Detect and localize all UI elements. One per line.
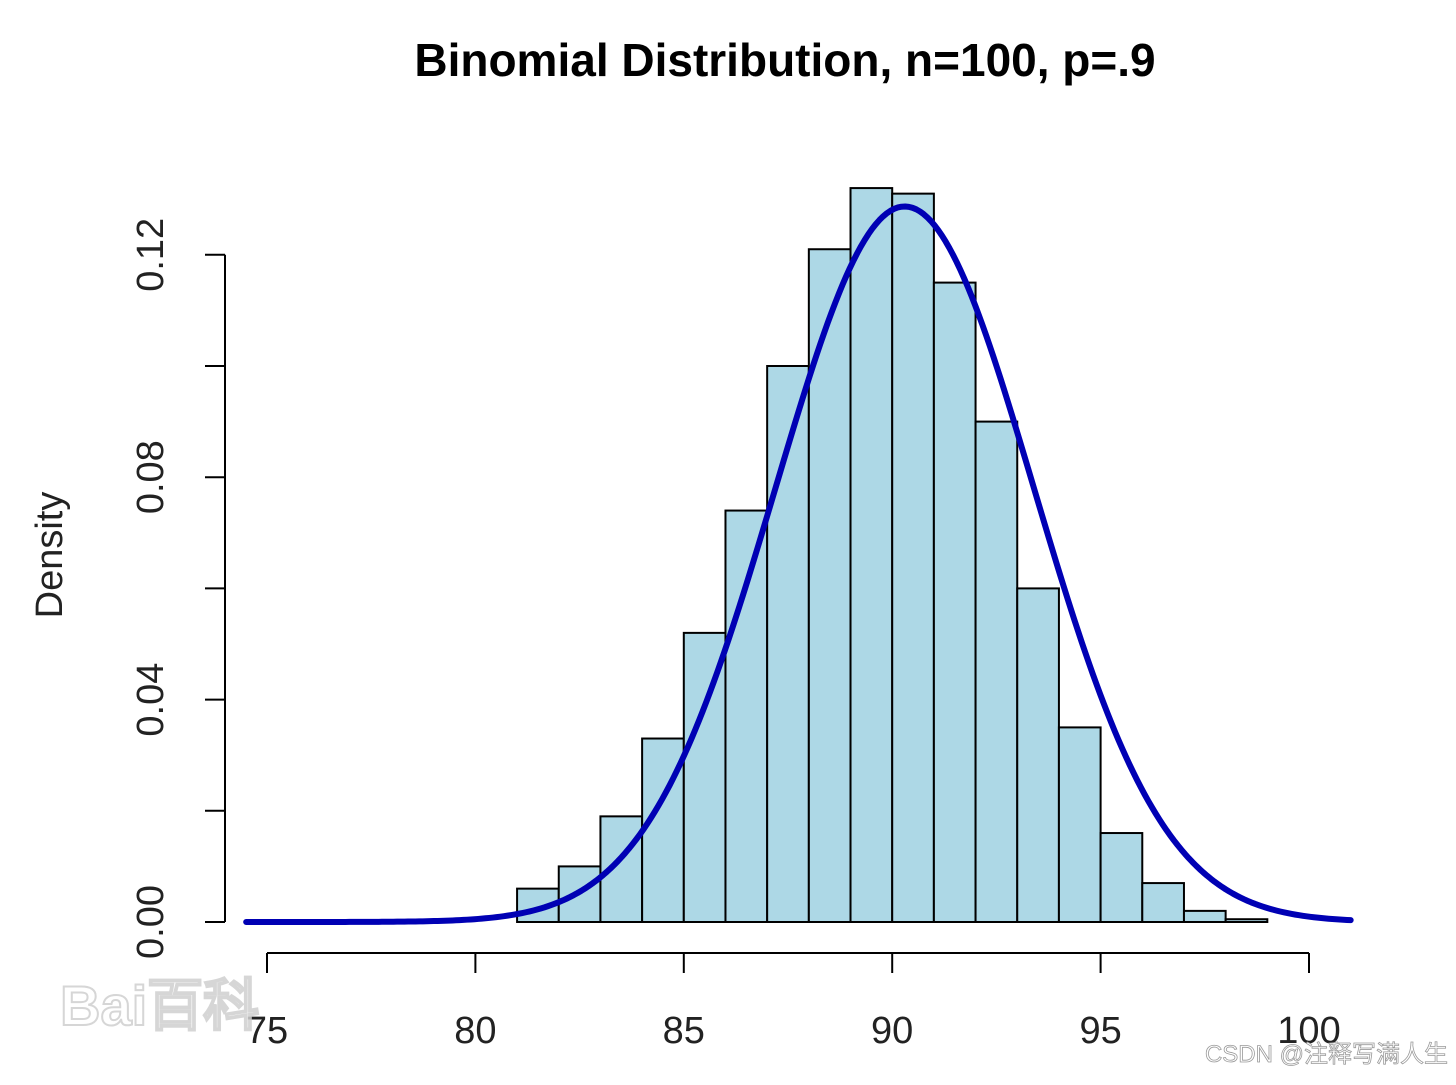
chart-title: Binomial Distribution, n=100, p=.9 [414, 34, 1155, 86]
histogram-bar-94 [1057, 726, 1102, 924]
histogram-bar-90 [891, 192, 935, 923]
y-axis-label: Density [29, 492, 71, 619]
x-tick-label: 75 [246, 1010, 288, 1052]
x-tick-label: 90 [871, 1010, 913, 1052]
histogram-bar-97 [1182, 909, 1227, 924]
axes-group: 0.00 0.04 0.08 0.12 75 80 85 90 95 100 [130, 218, 1341, 1052]
histogram-bar-91 [932, 281, 977, 924]
histogram-bar-93 [1016, 587, 1060, 924]
x-tick-label: 100 [1277, 1010, 1340, 1052]
baidu-watermark: Bai百科 [60, 974, 259, 1037]
histogram-bar-98 [1224, 918, 1269, 923]
x-tick-label: 85 [663, 1010, 705, 1052]
histogram-bar-89 [849, 187, 894, 923]
density-curve-group [243, 203, 1354, 925]
x-tick-label: 80 [454, 1010, 496, 1052]
histogram-bar-92 [974, 420, 1019, 923]
x-tick-label: 95 [1079, 1010, 1121, 1052]
y-tick-label: 0.04 [130, 663, 172, 737]
histogram-bar-86 [724, 509, 769, 923]
histogram-bar-85 [682, 631, 727, 923]
histogram-bar-95 [1099, 832, 1144, 923]
y-tick-label: 0.12 [130, 218, 172, 292]
histogram-bar-96 [1141, 882, 1185, 924]
y-tick-label: 0.08 [130, 440, 172, 514]
csdn-watermark: CSDN @注释写满人生 [1205, 1041, 1448, 1068]
histogram-bar-87 [766, 365, 810, 923]
y-tick-label: 0.00 [130, 885, 172, 959]
density-curve-line [243, 203, 1354, 925]
